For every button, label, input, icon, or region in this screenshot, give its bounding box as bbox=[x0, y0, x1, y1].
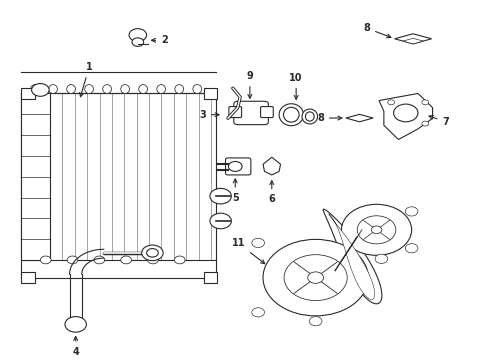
Text: 7: 7 bbox=[429, 116, 449, 127]
Circle shape bbox=[132, 38, 144, 46]
Circle shape bbox=[284, 255, 347, 301]
Circle shape bbox=[405, 207, 418, 216]
Polygon shape bbox=[21, 94, 216, 278]
Ellipse shape bbox=[157, 85, 166, 94]
FancyBboxPatch shape bbox=[229, 107, 242, 118]
Circle shape bbox=[422, 121, 429, 126]
Circle shape bbox=[252, 308, 265, 317]
Ellipse shape bbox=[49, 85, 57, 94]
Circle shape bbox=[309, 316, 322, 326]
Circle shape bbox=[393, 104, 418, 122]
Ellipse shape bbox=[103, 85, 112, 94]
Ellipse shape bbox=[94, 256, 105, 264]
Ellipse shape bbox=[174, 256, 185, 264]
Circle shape bbox=[147, 249, 158, 257]
Circle shape bbox=[252, 238, 265, 248]
Ellipse shape bbox=[139, 85, 147, 94]
Text: 8: 8 bbox=[317, 113, 342, 123]
FancyBboxPatch shape bbox=[21, 272, 34, 283]
Text: 6: 6 bbox=[269, 181, 275, 204]
Ellipse shape bbox=[147, 256, 158, 264]
Text: 9: 9 bbox=[246, 71, 253, 98]
Circle shape bbox=[342, 204, 412, 255]
Text: 3: 3 bbox=[199, 110, 219, 120]
Ellipse shape bbox=[284, 107, 299, 122]
Circle shape bbox=[263, 239, 368, 316]
Polygon shape bbox=[403, 38, 423, 44]
Ellipse shape bbox=[175, 85, 184, 94]
Ellipse shape bbox=[30, 85, 39, 94]
Text: 1: 1 bbox=[80, 62, 93, 97]
Ellipse shape bbox=[67, 85, 75, 94]
FancyBboxPatch shape bbox=[203, 272, 217, 283]
Circle shape bbox=[228, 162, 242, 171]
Polygon shape bbox=[323, 209, 382, 304]
Ellipse shape bbox=[67, 256, 78, 264]
Circle shape bbox=[65, 316, 86, 332]
Ellipse shape bbox=[121, 256, 131, 264]
Text: 2: 2 bbox=[151, 35, 168, 45]
FancyBboxPatch shape bbox=[261, 107, 273, 118]
Ellipse shape bbox=[40, 256, 51, 264]
Circle shape bbox=[371, 226, 382, 234]
Polygon shape bbox=[394, 34, 432, 44]
Text: 8: 8 bbox=[364, 23, 391, 38]
Circle shape bbox=[31, 84, 49, 96]
Ellipse shape bbox=[302, 109, 318, 124]
Text: 11: 11 bbox=[232, 238, 265, 264]
Circle shape bbox=[405, 244, 418, 253]
FancyBboxPatch shape bbox=[234, 101, 269, 125]
FancyBboxPatch shape bbox=[203, 88, 217, 99]
Ellipse shape bbox=[279, 104, 303, 126]
Text: 5: 5 bbox=[232, 179, 239, 203]
Text: 4: 4 bbox=[73, 337, 79, 357]
Ellipse shape bbox=[85, 85, 94, 94]
Circle shape bbox=[129, 29, 147, 41]
Polygon shape bbox=[346, 114, 373, 122]
Circle shape bbox=[388, 100, 394, 105]
FancyBboxPatch shape bbox=[225, 158, 251, 175]
Circle shape bbox=[142, 245, 163, 261]
Ellipse shape bbox=[305, 112, 314, 121]
Circle shape bbox=[422, 100, 429, 105]
Circle shape bbox=[308, 272, 323, 283]
Polygon shape bbox=[21, 94, 50, 260]
Text: 10: 10 bbox=[290, 73, 303, 99]
Ellipse shape bbox=[121, 85, 129, 94]
Circle shape bbox=[357, 216, 396, 244]
Polygon shape bbox=[263, 157, 281, 175]
Circle shape bbox=[210, 213, 231, 229]
Ellipse shape bbox=[193, 85, 202, 94]
Circle shape bbox=[375, 254, 388, 264]
Circle shape bbox=[210, 188, 231, 204]
Polygon shape bbox=[379, 94, 433, 140]
Polygon shape bbox=[329, 214, 375, 300]
FancyBboxPatch shape bbox=[21, 88, 34, 99]
